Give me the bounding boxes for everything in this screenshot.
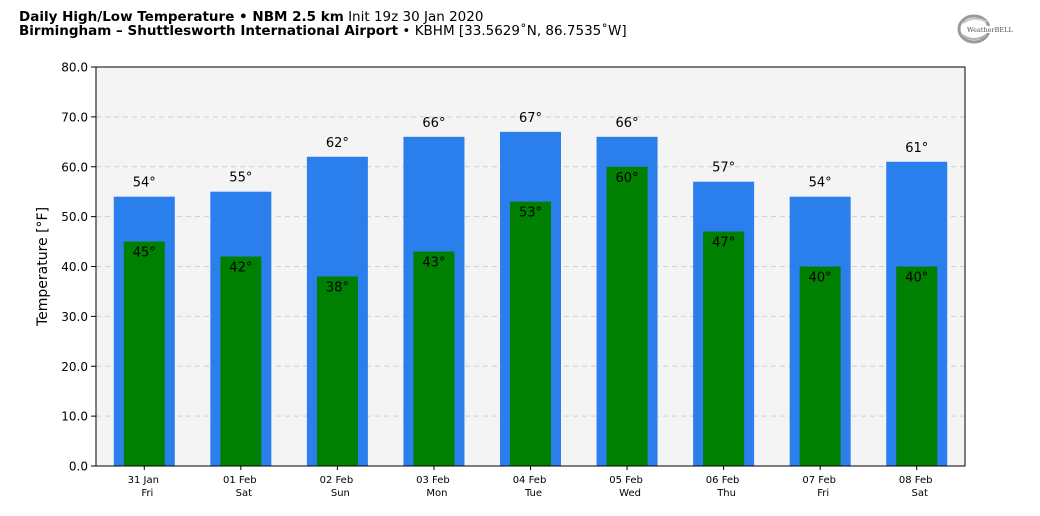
- low-bar: [510, 201, 551, 466]
- low-value-label: 43°: [422, 256, 445, 271]
- x-tick-date-label: 07 Feb: [802, 475, 836, 486]
- low-temperature-bars: [123, 166, 938, 466]
- y-axis-ticks: 0.0 10.0 20.0 30.0 40.0 50.0 60.0 70.0 80.0: [61, 61, 96, 474]
- high-value-label: 55°: [229, 171, 252, 186]
- station-info: KBHM [33.5629˚N, 86.7535˚W]: [414, 23, 627, 39]
- low-bar: [703, 231, 745, 466]
- low-bar: [316, 276, 358, 466]
- x-tick-day-label: Fri: [141, 488, 153, 499]
- y-tick-label: 10.0: [61, 410, 88, 424]
- low-bar: [220, 256, 262, 466]
- x-tick-day-label: Sat: [236, 488, 252, 499]
- y-axis-title: Temperature [°F]: [35, 207, 51, 327]
- x-tick-date-label: 05 Feb: [609, 475, 643, 486]
- high-value-label: 66°: [616, 116, 639, 131]
- y-tick-label: 30.0: [61, 310, 88, 324]
- x-axis-ticks: 31 Jan Fri 01 Feb Sat 02 Feb Sun 03 Feb Mon 04 F…: [128, 466, 933, 499]
- chart-title: Daily High/Low Temperature • NBM 2.5 km …: [19, 9, 483, 25]
- x-tick-date-label: 02 Feb: [320, 475, 354, 486]
- chart-subtitle: Birmingham – Shuttlesworth International…: [19, 23, 627, 39]
- high-value-label: 62°: [326, 136, 349, 151]
- low-temperature-labels: 45° 42° 38° 43° 53° 60° 47° 40° 40°: [133, 171, 928, 296]
- low-bar: [799, 266, 841, 466]
- high-value-label: 67°: [519, 111, 542, 126]
- x-tick-date-label: 31 Jan: [128, 475, 159, 486]
- x-tick-day-label: Thu: [716, 488, 736, 499]
- low-value-label: 38°: [326, 280, 349, 295]
- x-tick-day-label: Sat: [912, 488, 928, 499]
- low-bar: [413, 251, 455, 466]
- y-tick-label: 50.0: [61, 210, 88, 224]
- x-tick-date-label: 06 Feb: [706, 475, 740, 486]
- low-value-label: 45°: [133, 246, 156, 261]
- x-tick-date-label: 01 Feb: [223, 475, 257, 486]
- x-tick-day-label: Tue: [524, 488, 542, 499]
- high-value-label: 66°: [422, 116, 445, 131]
- x-tick-date-label: 03 Feb: [416, 475, 450, 486]
- logo-text: WeatherBELL: [967, 26, 1013, 34]
- x-tick-day-label: Sun: [331, 488, 350, 499]
- high-temperature-labels: 54° 55° 62° 66° 67° 66° 57° 54° 61°: [133, 111, 928, 191]
- low-value-label: 42°: [229, 261, 252, 276]
- high-value-label: 57°: [712, 161, 735, 176]
- low-value-label: 53°: [519, 206, 542, 221]
- location-name: Birmingham – Shuttlesworth International…: [19, 23, 399, 39]
- low-value-label: 47°: [712, 236, 735, 251]
- x-tick-day-label: Wed: [619, 488, 641, 499]
- x-tick-day-label: Fri: [817, 488, 829, 499]
- y-tick-label: 0.0: [69, 460, 88, 474]
- y-tick-label: 20.0: [61, 360, 88, 374]
- title-text: Daily High/Low Temperature: [19, 9, 235, 25]
- low-bar: [606, 166, 648, 466]
- y-tick-label: 40.0: [61, 260, 88, 274]
- x-tick-day-label: Mon: [426, 488, 447, 499]
- title-separator: •: [234, 9, 253, 25]
- subtitle-separator: •: [398, 23, 415, 39]
- y-tick-label: 80.0: [61, 61, 88, 75]
- low-bar: [123, 241, 165, 466]
- x-tick-date-label: 04 Feb: [513, 475, 547, 486]
- weatherbell-logo-icon: WeatherBELL: [957, 14, 1017, 44]
- low-value-label: 40°: [905, 271, 928, 286]
- high-value-label: 54°: [133, 176, 156, 191]
- y-tick-label: 70.0: [61, 110, 88, 124]
- low-bar: [896, 266, 938, 466]
- model-name: NBM 2.5 km: [252, 9, 344, 25]
- init-time: Init 19z 30 Jan 2020: [343, 9, 484, 25]
- x-tick-date-label: 08 Feb: [899, 475, 933, 486]
- high-value-label: 61°: [905, 141, 928, 156]
- low-value-label: 40°: [809, 271, 832, 286]
- high-value-label: 54°: [809, 176, 832, 191]
- y-tick-label: 60.0: [61, 160, 88, 174]
- low-value-label: 60°: [616, 171, 639, 186]
